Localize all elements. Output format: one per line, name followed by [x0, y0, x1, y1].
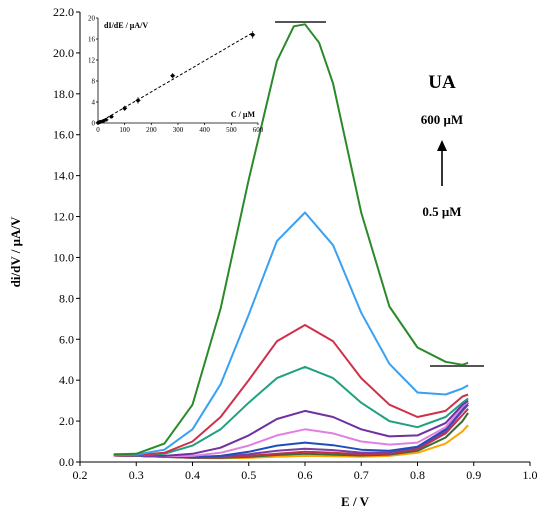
inset-fit-line — [97, 32, 253, 124]
x-axis-label: E / V — [341, 494, 370, 509]
x-tick-label: 0.8 — [410, 468, 425, 482]
x-tick-label: 0.5 — [241, 468, 256, 482]
inset-x-tick-label: 600 — [253, 126, 264, 134]
dpv-curve — [113, 211, 469, 456]
inset-x-tick-label: 0 — [96, 126, 100, 134]
x-tick-label: 0.9 — [466, 468, 481, 482]
dpv-curve — [113, 23, 469, 456]
inset-x-tick-label: 300 — [173, 126, 184, 134]
inset-x-tick-label: 400 — [199, 126, 210, 134]
inset-data-point — [122, 106, 127, 111]
inset-data-point — [170, 73, 175, 78]
y-tick-label: 20.0 — [53, 46, 74, 60]
inset-calibration-plot: 0 100 200 300 400 500 600 0 4 8 12 16 20 dI/dE / μA/V… — [88, 15, 264, 135]
inset-x-tick-label: 200 — [146, 126, 157, 134]
increase-arrow-icon — [437, 140, 447, 186]
y-tick-label: 22.0 — [53, 5, 74, 19]
main-plot-area: 0.2 0.3 0.4 0.5 0.6 0.7 0.8 0.9 1.0 0.0 2.0 4.0 6.0 8… — [53, 5, 538, 482]
y-axis-label: di/dV / μA/V — [8, 216, 23, 287]
y-tick-label: 14.0 — [53, 169, 74, 183]
x-tick-label: 0.7 — [354, 468, 369, 482]
dpv-curve — [113, 399, 469, 457]
x-tick-label: 0.2 — [73, 468, 88, 482]
x-tick-label: 1.0 — [523, 468, 538, 482]
y-tick-label: 8.0 — [59, 291, 74, 305]
conc-high-label: 600 μM — [421, 112, 463, 127]
peak-markers — [275, 21, 484, 367]
inset-data-point — [104, 118, 108, 122]
inset-y-tick-label: 20 — [88, 15, 96, 23]
x-tick-label: 0.3 — [129, 468, 144, 482]
inset-data-point — [136, 98, 140, 103]
y-tick-label: 4.0 — [59, 373, 74, 387]
y-tick-label: 6.0 — [59, 332, 74, 346]
inset-y-axis-label: dI/dE / μA/V — [104, 21, 148, 30]
main-series-group — [113, 23, 469, 460]
y-tick-label: 18.0 — [53, 87, 74, 101]
x-tick-label: 0.6 — [298, 468, 313, 482]
inset-x-tick-label: 100 — [119, 126, 130, 134]
inset-y-tick-label: 4 — [92, 99, 96, 107]
inset-y-tick-label: 16 — [88, 36, 96, 44]
inset-y-tick-label: 0 — [92, 120, 96, 128]
concentration-annotation: UA 600 μM 0.5 μM — [421, 72, 463, 219]
inset-data-point — [250, 33, 255, 37]
y-tick-label: 12.0 — [53, 210, 74, 224]
analyte-label: UA — [428, 72, 456, 93]
dpv-curve — [113, 365, 469, 457]
dpv-curve — [113, 324, 469, 457]
conc-low-label: 0.5 μM — [422, 204, 461, 219]
y-tick-label: 0.0 — [59, 455, 74, 469]
y-tick-label: 16.0 — [53, 128, 74, 142]
inset-x-tick-label: 500 — [226, 126, 237, 134]
inset-data-point — [109, 114, 114, 119]
y-tick-label: 10.0 — [53, 250, 74, 264]
inset-y-tick-label: 8 — [92, 78, 96, 86]
y-tick-label: 2.0 — [59, 414, 74, 428]
inset-y-tick-label: 12 — [88, 57, 96, 65]
x-tick-label: 0.4 — [185, 468, 200, 482]
inset-x-axis-label: C / μM — [231, 110, 256, 119]
